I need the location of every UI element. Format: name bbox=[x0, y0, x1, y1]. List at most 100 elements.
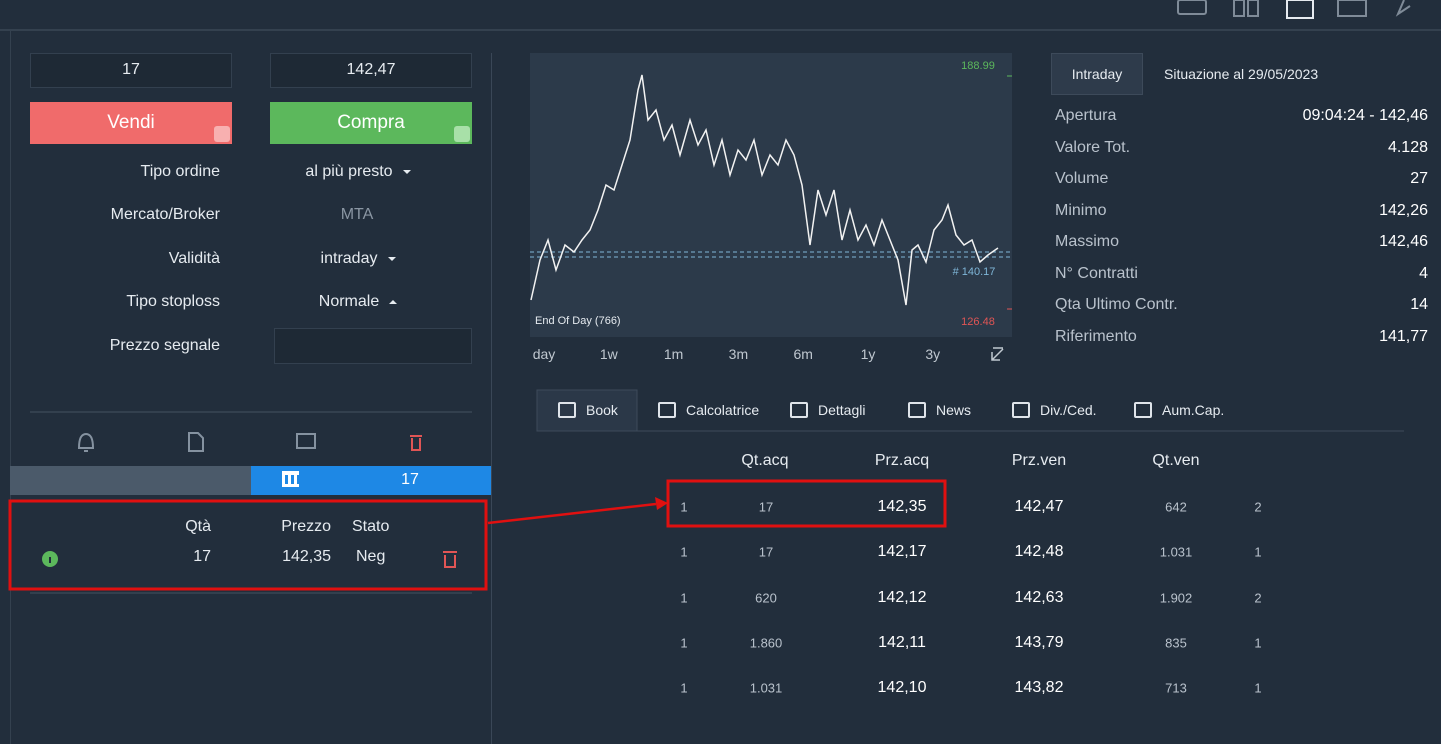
action-icons bbox=[77, 432, 316, 452]
range-button[interactable]: 1w bbox=[599, 346, 618, 362]
info-label: Minimo bbox=[1055, 201, 1107, 219]
range-button[interactable]: 3m bbox=[728, 346, 749, 362]
book-cell: 2 bbox=[1254, 499, 1262, 515]
delete-all-icon[interactable] bbox=[410, 435, 422, 451]
book-tab[interactable]: Dettagli bbox=[818, 402, 866, 418]
book-cell: 142,12 bbox=[877, 588, 927, 606]
book-cell: 1.031 bbox=[1159, 544, 1193, 560]
sell-label: Vendi bbox=[107, 112, 155, 133]
toolbar-icons bbox=[1177, 0, 1411, 19]
range-button[interactable]: 1y bbox=[860, 346, 876, 362]
book-cell: 17 bbox=[758, 499, 774, 515]
book-cell: 620 bbox=[755, 590, 777, 606]
orders-header: Stato bbox=[352, 518, 390, 535]
tab-icon bbox=[790, 402, 808, 418]
chart-min: 126.48 bbox=[961, 316, 995, 328]
chart-area bbox=[530, 53, 1012, 337]
field-value: MTA bbox=[340, 206, 374, 223]
range-button[interactable]: 3y bbox=[925, 346, 941, 362]
tab-icon bbox=[558, 402, 576, 418]
left-border bbox=[10, 31, 11, 744]
info-value: 27 bbox=[1410, 170, 1428, 187]
book-tab[interactable]: Div./Ced. bbox=[1040, 402, 1097, 418]
active-tab-bg bbox=[536, 389, 638, 432]
book-cell: 1.902 bbox=[1159, 590, 1193, 606]
info-value: 09:04:24 - 142,46 bbox=[1302, 107, 1428, 124]
position-qty: 17 bbox=[401, 471, 419, 488]
highlight-box bbox=[8, 499, 488, 591]
sell-button[interactable] bbox=[30, 102, 232, 144]
book-tab[interactable]: Book bbox=[586, 402, 618, 418]
range-button[interactable]: 6m bbox=[793, 346, 813, 362]
qty-input[interactable] bbox=[30, 53, 232, 88]
book-cell: 1 bbox=[1254, 635, 1262, 651]
delete-icon[interactable] bbox=[443, 551, 457, 568]
expand-icon[interactable] bbox=[991, 347, 1004, 361]
info-label: Riferimento bbox=[1055, 327, 1137, 345]
info-label: Apertura bbox=[1055, 107, 1117, 124]
book-tab[interactable]: Aum.Cap. bbox=[1162, 402, 1225, 418]
chart-marker: # 140.17 bbox=[952, 266, 996, 278]
book-cell: 713 bbox=[1165, 680, 1187, 696]
minus-icon bbox=[214, 126, 230, 142]
book-cell: 1.031 bbox=[749, 680, 783, 696]
buy-label: Compra bbox=[337, 112, 405, 133]
book-cell: 142,63 bbox=[1014, 588, 1064, 606]
book-cell: 17 bbox=[758, 544, 774, 560]
signal-input[interactable] bbox=[274, 328, 472, 364]
plus-icon bbox=[454, 126, 470, 142]
info-value: 14 bbox=[1410, 296, 1428, 313]
info-icon-mark bbox=[49, 557, 51, 563]
info-label: Massimo bbox=[1055, 233, 1120, 250]
range-button[interactable]: day bbox=[532, 346, 556, 362]
price-input[interactable] bbox=[270, 53, 472, 88]
book-header: Qt.ven bbox=[1152, 452, 1200, 469]
qty-value: 17 bbox=[122, 61, 140, 78]
field-label: Prezzo segnale bbox=[109, 337, 220, 354]
highlight-box bbox=[666, 479, 947, 528]
chart-max: 188.99 bbox=[961, 60, 995, 72]
info-tab-active[interactable] bbox=[1051, 53, 1143, 95]
book-cell: 1 bbox=[680, 635, 688, 651]
info-label: Volume bbox=[1055, 170, 1109, 187]
info-label: Qta Ultimo Contr. bbox=[1055, 296, 1178, 313]
book-tab[interactable]: News bbox=[936, 402, 972, 418]
dropdown-caret bbox=[389, 300, 397, 304]
tab-icon bbox=[1134, 402, 1152, 418]
orders-cell: 17 bbox=[193, 548, 211, 565]
arrow-head bbox=[655, 497, 668, 510]
book-header: Prz.ven bbox=[1011, 452, 1067, 469]
field-value[interactable]: al più presto bbox=[305, 163, 393, 180]
info-tab[interactable]: Intraday bbox=[1071, 66, 1123, 82]
book-cell: 1 bbox=[1254, 680, 1262, 696]
field-value[interactable]: Normale bbox=[318, 293, 380, 310]
price-value: 142,47 bbox=[346, 61, 396, 78]
book-cell: 1 bbox=[680, 590, 688, 606]
info-value: 142,26 bbox=[1379, 201, 1428, 219]
tab-icon bbox=[908, 402, 926, 418]
book-cell: 142,48 bbox=[1014, 543, 1064, 561]
chart-footer: End Of Day (766) bbox=[535, 315, 621, 327]
info-value: 4 bbox=[1419, 264, 1428, 282]
arrow bbox=[487, 502, 657, 525]
field-value[interactable]: intraday bbox=[320, 250, 378, 267]
field-label: Validità bbox=[168, 250, 220, 267]
buy-button[interactable] bbox=[270, 102, 472, 144]
book-cell: 2 bbox=[1254, 590, 1262, 606]
info-tab[interactable]: Situazione al 29/05/2023 bbox=[1164, 66, 1319, 82]
divider bbox=[491, 53, 492, 744]
book-cell: 142,17 bbox=[877, 543, 927, 561]
top-border bbox=[0, 29, 1441, 31]
range-button[interactable]: 1m bbox=[663, 346, 684, 362]
field-label: Mercato/Broker bbox=[110, 206, 220, 223]
price-line bbox=[530, 74, 999, 306]
book-tab[interactable]: Calcolatrice bbox=[686, 402, 760, 418]
dropdown-caret bbox=[402, 170, 411, 174]
book-cell: 142,35 bbox=[877, 498, 927, 515]
orders-cell: Neg bbox=[356, 548, 386, 565]
book-cell: 1 bbox=[680, 544, 688, 560]
field-label: Tipo stoploss bbox=[126, 293, 220, 310]
orders-header: Qtà bbox=[185, 518, 211, 535]
